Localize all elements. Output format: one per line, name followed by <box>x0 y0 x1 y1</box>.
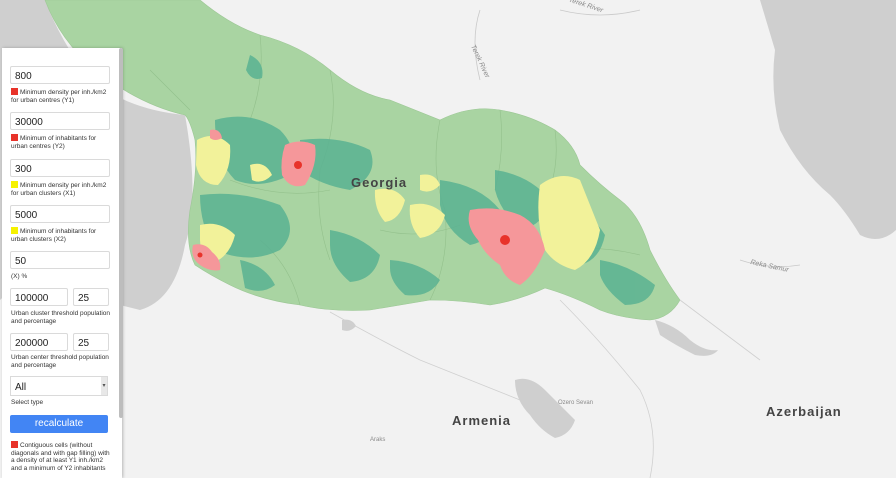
rivers <box>474 9 801 268</box>
urban-cluster-swatch <box>11 227 18 234</box>
legend-description: Contiguous cells (without diagonals and … <box>11 441 110 472</box>
label-georgia: Georgia <box>351 175 408 190</box>
x2-input[interactable]: 5000 <box>10 205 110 223</box>
urban-clusters <box>196 136 600 270</box>
cluster-threshold-description: Urban cluster threshold population and p… <box>11 310 111 325</box>
x1-description: Minimum density per inh./km2 for urban c… <box>11 181 107 197</box>
country-borders <box>329 299 761 478</box>
chevron-down-icon[interactable]: ▾ <box>101 377 107 395</box>
type-select-value: All <box>15 382 27 393</box>
urban-centres <box>192 129 545 285</box>
lake-small <box>342 319 356 331</box>
recalculate-button[interactable]: recalculate <box>10 415 108 433</box>
lake-mingachevir <box>655 320 718 356</box>
x2-description: Minimum of inhabitants for urban cluster… <box>11 227 97 243</box>
center-threshold-description: Urban center threshold population and pe… <box>11 354 109 369</box>
y2-input[interactable]: 30000 <box>10 112 110 130</box>
caspian-sea <box>760 0 896 239</box>
urban-core <box>197 161 510 258</box>
type-description: Select type <box>11 399 44 406</box>
label-armenia: Armenia <box>452 413 512 428</box>
y1-input[interactable]: 800 <box>10 66 110 84</box>
x1-input[interactable]: 300 <box>10 159 110 177</box>
settings-panel: 800 Minimum density per inh./km2 for urb… <box>2 48 122 478</box>
label-lake-sevan: Ozero Sevan <box>558 400 594 406</box>
y2-description: Minimum of inhabitants for urban centres… <box>11 134 97 150</box>
x-percent-description: (X) % <box>11 273 28 280</box>
urban-centre-swatch <box>11 88 18 95</box>
urban-centre-swatch <box>11 134 18 141</box>
lake-sevan <box>515 378 575 438</box>
urban-cluster-swatch <box>11 181 18 188</box>
panel-scrollbar[interactable] <box>119 48 123 418</box>
urban-centre-swatch <box>11 441 18 448</box>
center-population-input[interactable]: 200000 <box>10 333 68 351</box>
y1-description: Minimum density per inh./km2 for urban c… <box>11 88 107 104</box>
label-azerbaijan: Azerbaijan <box>766 404 842 419</box>
center-percentage-input[interactable]: 25 <box>73 333 109 351</box>
cluster-population-input[interactable]: 100000 <box>10 288 68 306</box>
label-araks: Araks <box>370 437 386 443</box>
type-select[interactable]: All ▾ <box>10 376 108 396</box>
x-percent-input[interactable]: 50 <box>10 251 110 269</box>
cluster-percentage-input[interactable]: 25 <box>73 288 109 306</box>
